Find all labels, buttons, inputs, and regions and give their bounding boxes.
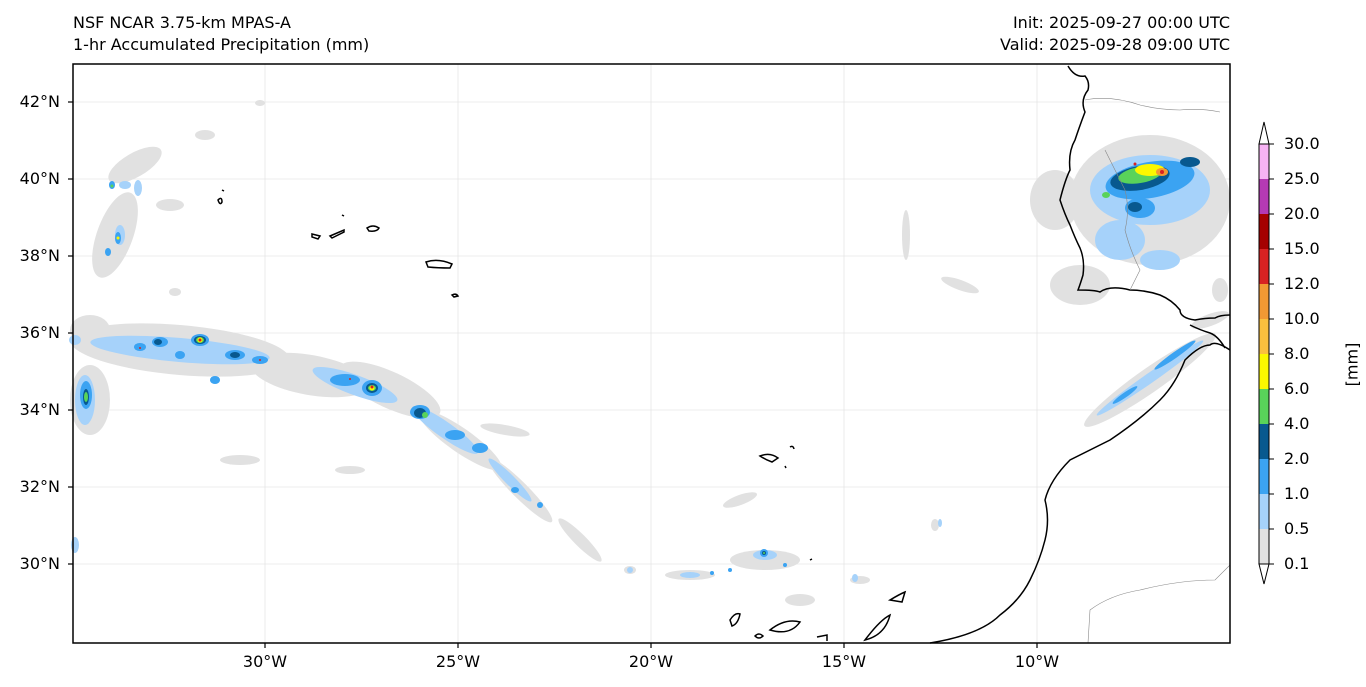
colorbar-segment	[1259, 389, 1269, 424]
init-time: Init: 2025-09-27 00:00 UTC	[1012, 13, 1230, 32]
model-title: NSF NCAR 3.75-km MPAS-A	[73, 13, 291, 32]
precipitation-field	[69, 100, 1230, 606]
coastlines	[217, 65, 1231, 644]
colorbar-tick-label: 20.0	[1284, 204, 1320, 223]
title-right: Init: 2025-09-27 00:00 UTC Valid: 2025-0…	[1000, 12, 1230, 56]
colorbar	[1258, 121, 1274, 585]
valid-time: Valid: 2025-09-28 09:00 UTC	[999, 35, 1230, 54]
colorbar-tick-label: 8.0	[1284, 344, 1310, 363]
title-left: NSF NCAR 3.75-km MPAS-A 1-hr Accumulated…	[73, 12, 369, 56]
lon-label-15w: 15°W	[821, 652, 867, 671]
lat-label-38: 38°N	[19, 246, 60, 265]
colorbar-tick-label: 6.0	[1284, 379, 1310, 398]
colorbar-tick-label: 30.0	[1284, 134, 1320, 153]
colorbar-segment	[1259, 284, 1269, 319]
colorbar-segment	[1259, 424, 1269, 459]
colorbar-segment	[1259, 319, 1269, 354]
colorbar-segment	[1259, 354, 1269, 389]
colorbar-segment	[1259, 214, 1269, 249]
lon-label-25w: 25°W	[435, 652, 481, 671]
field-title: 1-hr Accumulated Precipitation (mm)	[73, 35, 370, 54]
lat-label-32: 32°N	[19, 477, 60, 496]
axis-ticks	[68, 101, 1038, 648]
colorbar-segment	[1259, 459, 1269, 494]
colorbar-tick-label: 15.0	[1284, 239, 1320, 258]
colorbar-tick-label: 0.1	[1284, 554, 1310, 573]
colorbar-segment	[1259, 179, 1269, 214]
colorbar-tick-label: 1.0	[1284, 484, 1310, 503]
colorbar-tick-label: 2.0	[1284, 449, 1310, 468]
lat-label-42: 42°N	[19, 92, 60, 111]
borders	[1084, 98, 1231, 644]
colorbar-tick-label: 4.0	[1284, 414, 1310, 433]
colorbar-tick-label: 12.0	[1284, 274, 1320, 293]
colorbar-extend-min	[1258, 563, 1270, 585]
colorbar-tick-label: 10.0	[1284, 309, 1320, 328]
lon-label-20w: 20°W	[628, 652, 674, 671]
lat-label-40: 40°N	[19, 169, 60, 188]
lat-label-34: 34°N	[19, 400, 60, 419]
colorbar-segment	[1259, 144, 1269, 179]
colorbar-segment	[1259, 494, 1269, 529]
colorbar-segment	[1259, 249, 1269, 284]
lon-label-30w: 30°W	[242, 652, 288, 671]
colorbar-tick-label: 0.5	[1284, 519, 1310, 538]
lon-label-10w: 10°W	[1014, 652, 1060, 671]
colorbar-unit: [mm]	[1342, 342, 1362, 387]
colorbar-extend-max	[1258, 121, 1270, 145]
colorbar-tick-label: 25.0	[1284, 169, 1320, 188]
colorbar-segment	[1259, 529, 1269, 564]
lat-label-36: 36°N	[19, 323, 60, 342]
lat-label-30: 30°N	[19, 554, 60, 573]
